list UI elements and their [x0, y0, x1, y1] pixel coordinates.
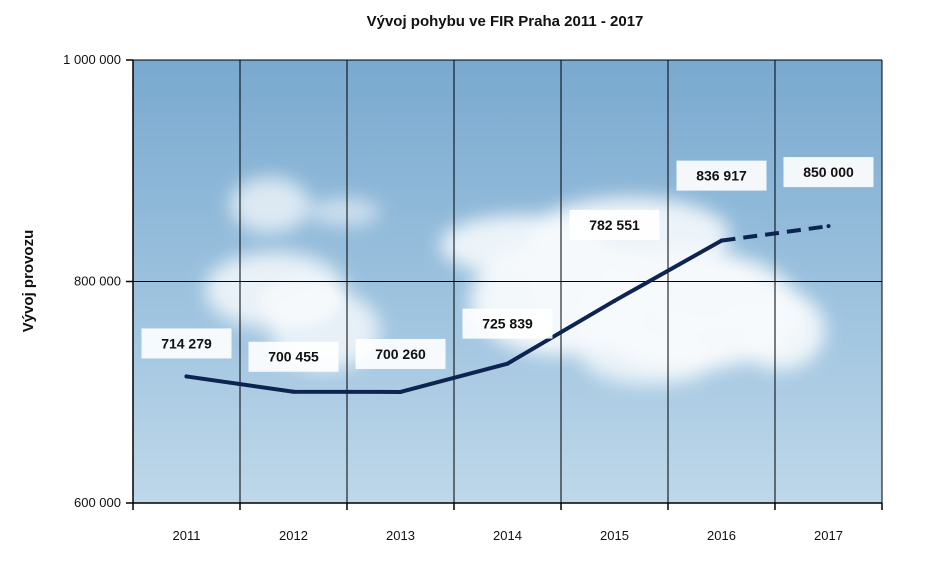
x-tick-label: 2014 — [493, 528, 522, 543]
data-label: 725 839 — [482, 316, 533, 332]
data-label: 782 551 — [589, 217, 640, 233]
series-line-actual — [184, 238, 724, 394]
data-label-box — [783, 157, 874, 188]
data-label: 850 000 — [803, 164, 854, 180]
data-label-box — [676, 160, 767, 191]
series-line-forecast — [721, 224, 829, 243]
data-label: 836 917 — [696, 168, 747, 184]
data-label: 714 279 — [161, 335, 212, 351]
y-tick-label: 1 000 000 — [63, 52, 121, 67]
data-label-box — [248, 341, 339, 372]
data-label-box — [355, 338, 446, 369]
data-label-box — [569, 209, 660, 240]
data-point — [505, 361, 510, 366]
chart-title: Vývoj pohybu ve FIR Praha 2011 - 2017 — [367, 13, 644, 30]
x-tick-label: 2013 — [386, 528, 415, 543]
data-label: 700 455 — [268, 349, 319, 365]
data-point — [291, 389, 296, 394]
y-axis-title: Vývoj provozu — [20, 230, 37, 333]
data-point — [612, 298, 617, 303]
data-label-box — [141, 328, 232, 359]
y-tick-label: 800 000 — [74, 274, 121, 289]
x-tick-label: 2017 — [814, 528, 843, 543]
data-label-box — [462, 308, 553, 339]
x-tick-label: 2015 — [600, 528, 629, 543]
y-tick-label: 600 000 — [74, 495, 121, 510]
data-point — [184, 374, 189, 379]
cloud-decoration — [205, 177, 825, 385]
data-label: 700 260 — [375, 346, 426, 362]
x-tick-label: 2011 — [173, 528, 201, 543]
data-point — [719, 238, 724, 243]
data-point — [826, 224, 831, 229]
x-tick-label: 2012 — [279, 528, 308, 543]
x-tick-label: 2016 — [707, 528, 736, 543]
data-point — [398, 389, 403, 394]
